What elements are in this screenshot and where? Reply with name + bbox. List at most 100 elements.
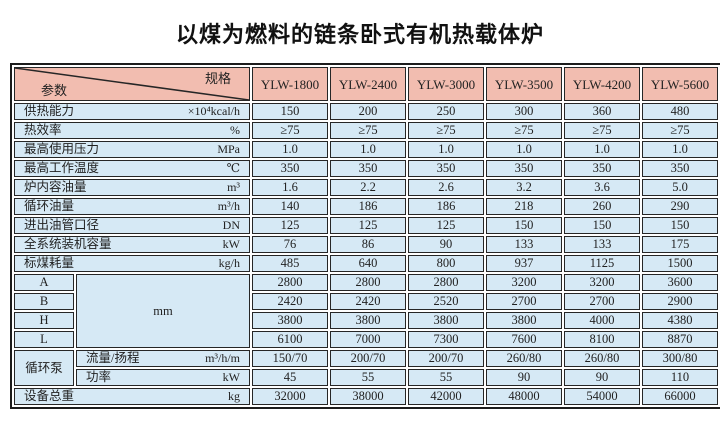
table-row: 炉内容油量 m³ 1.6 2.2 2.6 3.2 3.6 5.0 <box>14 179 718 196</box>
param-label: 最高使用压力 <box>24 142 100 156</box>
value-cell: 150 <box>642 217 718 234</box>
value-cell: 55 <box>408 369 484 386</box>
value-cell: 4000 <box>564 312 640 329</box>
value-cell: 48000 <box>486 388 562 405</box>
value-cell: 200 <box>330 103 406 120</box>
value-cell: 485 <box>252 255 328 272</box>
value-cell: 1.0 <box>330 141 406 158</box>
param-cell: 热效率 % <box>14 122 250 139</box>
value-cell: 140 <box>252 198 328 215</box>
value-cell: 133 <box>486 236 562 253</box>
value-cell: 350 <box>564 160 640 177</box>
param-unit: kW <box>222 370 240 384</box>
value-cell: 7600 <box>486 331 562 348</box>
dim-letter-cell: L <box>14 331 74 348</box>
value-cell: 8100 <box>564 331 640 348</box>
header-row: 规格 参数 YLW-1800 YLW-2400 YLW-3000 YLW-350… <box>14 67 718 101</box>
value-cell: 2.6 <box>408 179 484 196</box>
param-label: 进出油管口径 <box>24 218 100 232</box>
value-cell: 260/80 <box>486 350 562 367</box>
value-cell: 300 <box>486 103 562 120</box>
value-cell: ≥75 <box>252 122 328 139</box>
value-cell: ≥75 <box>330 122 406 139</box>
value-cell: 1.0 <box>564 141 640 158</box>
page-title: 以煤为燃料的链条卧式有机热载体炉 <box>175 22 544 47</box>
value-cell: 7300 <box>408 331 484 348</box>
model-header: YLW-4200 <box>564 67 640 101</box>
value-cell: 360 <box>564 103 640 120</box>
dim-letter-cell: H <box>14 312 74 329</box>
value-cell: 300/80 <box>642 350 718 367</box>
param-label: 热效率 <box>24 123 62 137</box>
value-cell: 1.0 <box>642 141 718 158</box>
table-row: A mm 2800 2800 2800 3200 3200 3600 <box>14 274 718 348</box>
value-cell: ≥75 <box>642 122 718 139</box>
value-cell: 150 <box>486 217 562 234</box>
value-cell: 76 <box>252 236 328 253</box>
value-cell: 2800 <box>408 274 484 291</box>
param-unit: DN <box>222 218 240 232</box>
value-cell: 350 <box>330 160 406 177</box>
value-cell: 1.6 <box>252 179 328 196</box>
value-cell: 2420 <box>252 293 328 310</box>
diagonal-divider <box>15 68 249 100</box>
value-cell: 250 <box>408 103 484 120</box>
value-cell: 3.6 <box>564 179 640 196</box>
value-cell: 2800 <box>252 274 328 291</box>
table-row: H 3800 3800 3800 3800 4000 4380 <box>14 312 718 329</box>
value-cell: 350 <box>408 160 484 177</box>
table-row: B 2420 2420 2520 2700 2700 2900 <box>14 293 718 310</box>
corner-label-spec: 规格 <box>204 71 231 86</box>
value-cell: 3600 <box>642 274 718 291</box>
value-cell: 1.0 <box>252 141 328 158</box>
value-cell: 3.2 <box>486 179 562 196</box>
value-cell: 86 <box>330 236 406 253</box>
param-unit: ℃ <box>226 161 240 175</box>
param-unit: % <box>230 123 240 137</box>
param-cell: 全系统装机容量 kW <box>14 236 250 253</box>
model-header: YLW-1800 <box>252 67 328 101</box>
value-cell: 1.0 <box>486 141 562 158</box>
value-cell: 2520 <box>408 293 484 310</box>
table-row: 功率 kW 45 55 55 90 90 110 <box>14 369 718 386</box>
dim-letter-cell: A <box>14 274 74 291</box>
param-cell: 标煤耗量 kg/h <box>14 255 250 272</box>
value-cell: 2420 <box>330 293 406 310</box>
param-label: 全系统装机容量 <box>24 237 112 251</box>
param-unit: MPa <box>217 142 240 156</box>
value-cell: 55 <box>330 369 406 386</box>
value-cell: 3800 <box>408 312 484 329</box>
value-cell: 937 <box>486 255 562 272</box>
value-cell: 150 <box>564 217 640 234</box>
param-cell: 炉内容油量 m³ <box>14 179 250 196</box>
value-cell: 640 <box>330 255 406 272</box>
param-cell: 设备总重 kg <box>14 388 250 405</box>
value-cell: 42000 <box>408 388 484 405</box>
value-cell: 175 <box>642 236 718 253</box>
param-unit: m³/h <box>217 199 240 213</box>
corner-cell: 规格 参数 <box>14 67 250 101</box>
value-cell: 3800 <box>330 312 406 329</box>
param-cell: 循环油量 m³/h <box>14 198 250 215</box>
value-cell: 90 <box>564 369 640 386</box>
model-header: YLW-2400 <box>330 67 406 101</box>
value-cell: 110 <box>642 369 718 386</box>
value-cell: 200/70 <box>408 350 484 367</box>
value-cell: 54000 <box>564 388 640 405</box>
value-cell: 90 <box>486 369 562 386</box>
model-header: YLW-5600 <box>642 67 718 101</box>
value-cell: 800 <box>408 255 484 272</box>
value-cell: ≥75 <box>564 122 640 139</box>
param-label: 设备总重 <box>24 389 75 403</box>
table-row: 热效率 % ≥75 ≥75 ≥75 ≥75 ≥75 ≥75 <box>14 122 718 139</box>
param-unit: kg <box>228 389 240 403</box>
table-row: 全系统装机容量 kW 76 86 90 133 133 175 <box>14 236 718 253</box>
value-cell: 350 <box>642 160 718 177</box>
table-row: 循环泵 流量/扬程 m³/h/m 150/70 200/70 200/70 26… <box>14 350 718 386</box>
dim-unit-cell: mm <box>76 274 250 348</box>
param-cell: 流量/扬程 m³/h/m <box>76 350 250 367</box>
corner-label-param: 参数 <box>41 83 68 98</box>
param-label: 流量/扬程 <box>86 351 140 365</box>
value-cell: 3800 <box>252 312 328 329</box>
value-cell: 480 <box>642 103 718 120</box>
